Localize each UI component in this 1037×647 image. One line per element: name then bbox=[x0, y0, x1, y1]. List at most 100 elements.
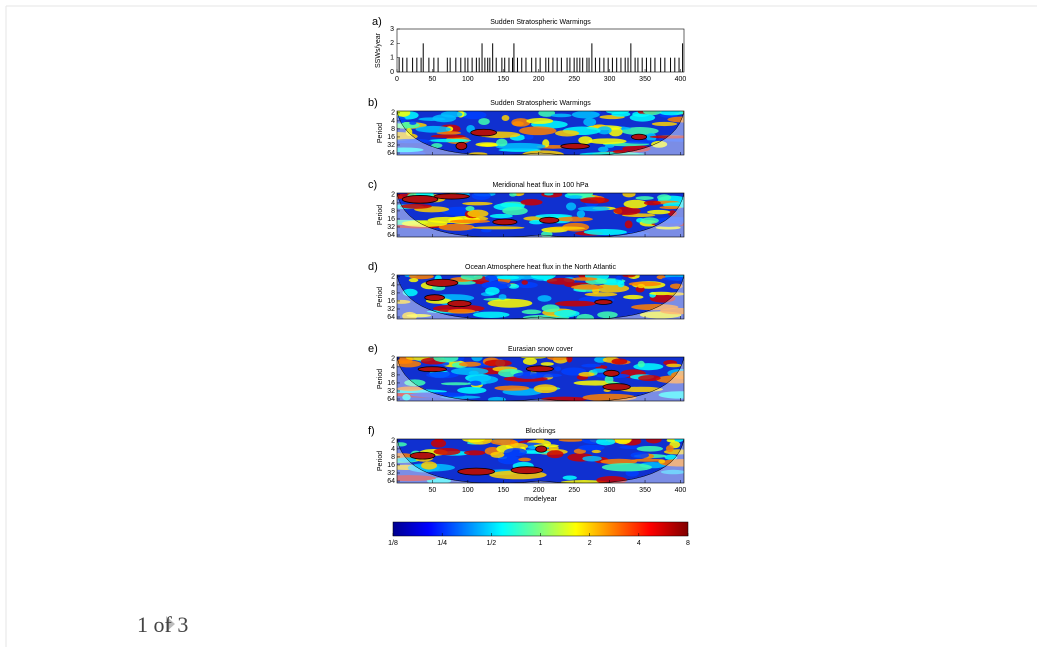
wavelet-blob bbox=[613, 206, 641, 216]
wavelet-blob bbox=[405, 128, 413, 136]
wavelet-blob bbox=[498, 294, 507, 300]
wavelet-blob bbox=[490, 451, 505, 458]
wavelet-blob bbox=[511, 118, 531, 127]
significance-contour bbox=[424, 294, 446, 302]
x-tick-label: 400 bbox=[675, 487, 687, 494]
wavelet-blob bbox=[660, 469, 684, 475]
wavelet-blob bbox=[591, 449, 602, 454]
x-tick-label: 250 bbox=[568, 487, 580, 494]
wavelet-blob bbox=[438, 223, 475, 231]
wavelet-blob bbox=[578, 372, 595, 377]
wavelet-blob bbox=[487, 298, 533, 308]
wavelet-blob bbox=[540, 362, 554, 366]
wavelet-blob bbox=[521, 280, 528, 285]
wavelet-blob bbox=[604, 144, 615, 148]
cone-of-influence bbox=[397, 439, 684, 483]
wavelet-blob bbox=[462, 439, 486, 443]
wavelet-blob bbox=[509, 193, 517, 197]
wavelet-blob bbox=[651, 121, 678, 127]
wavelet-blob bbox=[404, 379, 426, 387]
wavelet-blob bbox=[659, 111, 684, 116]
wavelet-blob bbox=[580, 197, 610, 204]
y-axis-label: Period bbox=[377, 287, 384, 307]
wavelet-image bbox=[397, 275, 684, 319]
wavelet-blob bbox=[578, 136, 593, 145]
x-tick-label: 350 bbox=[639, 487, 651, 494]
wavelet-image bbox=[397, 357, 684, 401]
x-tick-label: 50 bbox=[429, 487, 437, 494]
wavelet-blob bbox=[481, 281, 511, 290]
wavelet-blob bbox=[489, 213, 513, 219]
wavelet-blob bbox=[601, 463, 652, 472]
wavelet-blob bbox=[579, 152, 645, 155]
y-axis-label: Period bbox=[377, 205, 384, 225]
wavelet-blob bbox=[541, 304, 560, 313]
colorbar-tick-label: 1/8 bbox=[388, 540, 398, 547]
wavelet-blob bbox=[544, 193, 554, 196]
wavelet-blob bbox=[666, 439, 675, 443]
wavelet-blob bbox=[623, 199, 648, 209]
wavelet-blob bbox=[577, 206, 610, 212]
y-tick-label: 64 bbox=[387, 150, 395, 157]
coi-line bbox=[397, 439, 684, 483]
wavelet-blob bbox=[562, 475, 577, 480]
wavelet-blob bbox=[635, 196, 654, 200]
y-tick-label: 16 bbox=[387, 298, 395, 305]
colorbar-tick-label: 1/2 bbox=[486, 540, 496, 547]
wavelet-blob bbox=[649, 135, 684, 139]
significance-contour bbox=[425, 278, 459, 287]
wavelet-blob bbox=[501, 115, 510, 122]
wavelet-blob bbox=[582, 393, 637, 401]
wavelet-blob bbox=[484, 275, 498, 282]
wavelet-blob bbox=[496, 275, 520, 280]
x-tick-label: 50 bbox=[429, 76, 437, 83]
wavelet-blob bbox=[479, 143, 499, 147]
wavelet-blob bbox=[554, 366, 562, 372]
wavelet-blob bbox=[640, 217, 659, 224]
x-tick-label: 400 bbox=[675, 76, 687, 83]
significance-contour bbox=[525, 365, 554, 373]
wavelet-blob bbox=[576, 210, 586, 218]
wavelet-blob bbox=[546, 450, 564, 459]
wavelet-blob bbox=[433, 357, 459, 363]
wavelet-blob bbox=[460, 275, 483, 281]
wavelet-blob bbox=[628, 281, 662, 287]
expand-arrow[interactable] bbox=[166, 616, 175, 632]
wavelet-blob bbox=[503, 448, 527, 457]
panel-label: c) bbox=[368, 179, 377, 191]
wavelet-blob bbox=[637, 360, 645, 368]
x-tick-label: 250 bbox=[568, 76, 580, 83]
wavelet-blob bbox=[397, 475, 437, 482]
y-tick-label: 32 bbox=[387, 388, 395, 395]
wavelet-blob bbox=[546, 277, 575, 285]
wavelet-blob bbox=[515, 281, 538, 289]
wavelet-blob bbox=[440, 111, 463, 118]
wavelet-blob bbox=[654, 220, 683, 228]
panel-label: b) bbox=[368, 97, 378, 109]
wavelet-blob bbox=[637, 283, 645, 289]
wavelet-blob bbox=[666, 445, 674, 453]
wavelet-blob bbox=[617, 280, 625, 288]
wavelet-blob bbox=[658, 391, 684, 399]
significance-contour bbox=[447, 300, 472, 308]
y-tick-label: 4 bbox=[391, 118, 395, 125]
y-tick-label: 64 bbox=[387, 478, 395, 485]
panel-title: Blockings bbox=[526, 428, 556, 435]
wavelet-blob bbox=[502, 206, 528, 216]
y-tick-label: 3 bbox=[390, 26, 394, 33]
y-tick-label: 8 bbox=[391, 372, 395, 379]
x-tick-label: 150 bbox=[497, 487, 509, 494]
coi-line bbox=[397, 193, 684, 237]
y-tick-label: 8 bbox=[391, 454, 395, 461]
wavelet-blob bbox=[555, 130, 580, 137]
wavelet-blob bbox=[581, 363, 601, 368]
wavelet-blob bbox=[465, 205, 475, 212]
wavelet-blob bbox=[478, 118, 490, 125]
wavelet-blob bbox=[631, 458, 666, 462]
wavelet-blob bbox=[597, 126, 612, 135]
y-tick-label: 2 bbox=[391, 438, 395, 445]
y-tick-label: 64 bbox=[387, 232, 395, 239]
wavelet-blob bbox=[588, 138, 627, 145]
wavelet-blob bbox=[659, 205, 682, 210]
